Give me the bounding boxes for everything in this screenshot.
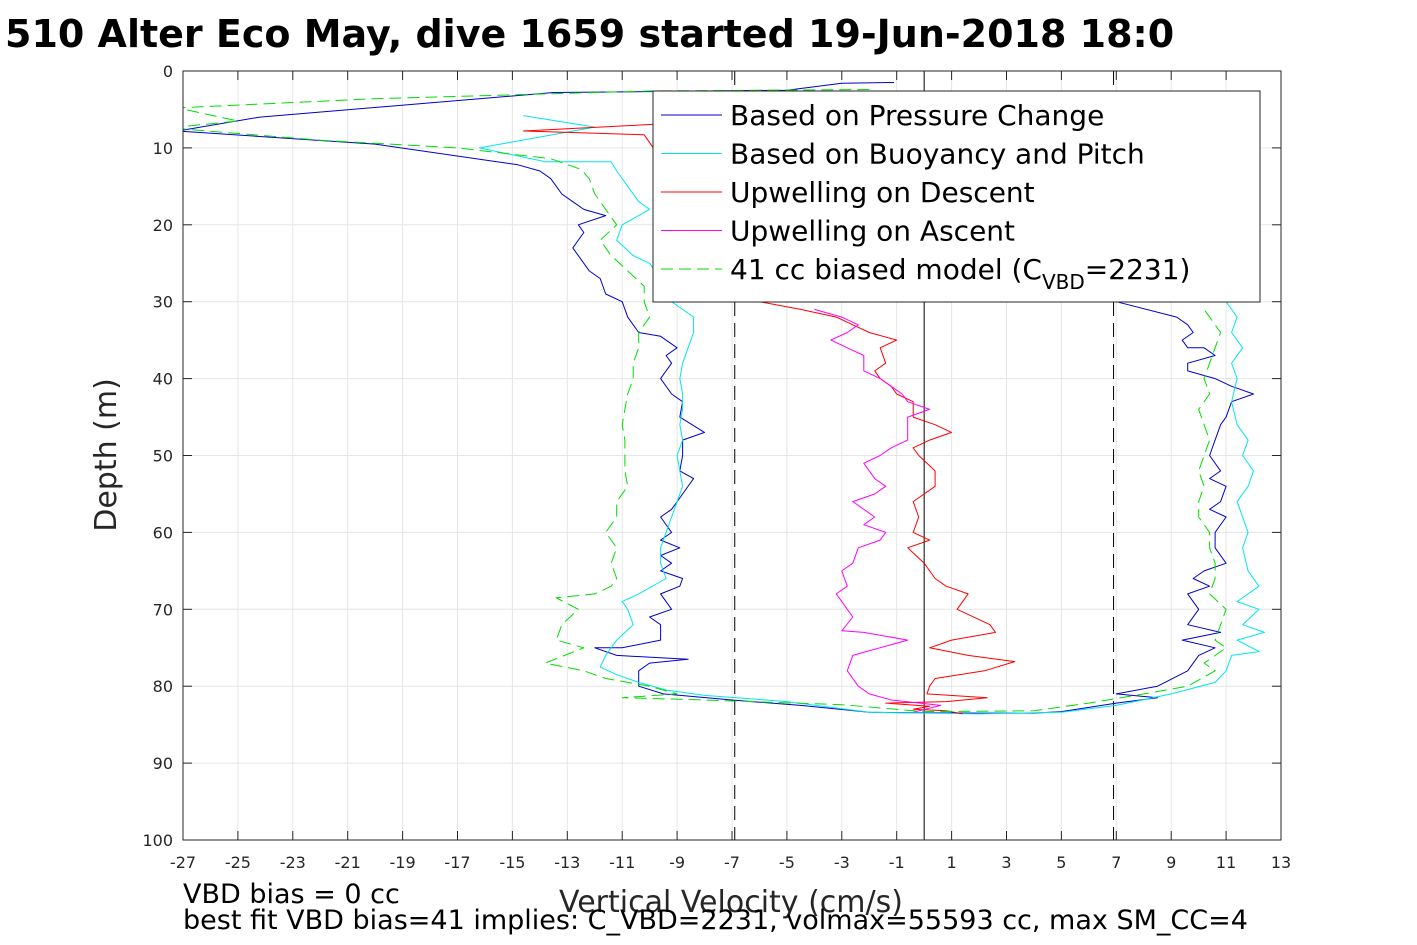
- x-tick-label: -11: [609, 853, 635, 872]
- series-line-1: [183, 82, 1254, 714]
- y-axis: 0 10 20 30 40 50 60 70 80 90 100: [142, 62, 1281, 850]
- y-tick-label: 60: [153, 523, 173, 542]
- x-tick-label: -3: [834, 853, 850, 872]
- annotation-best-fit: best fit VBD bias=41 implies: C_VBD=2231…: [183, 905, 1248, 936]
- x-tick-label: 7: [1111, 853, 1121, 872]
- x-axis: -27 -25 -23 -21 -19 -17 -15 -13 -11 -9 -7 -5 -3 -1 1 3 5…: [170, 71, 1291, 872]
- chart-title: 510 Alter Eco May, dive 1659 started 19-…: [5, 12, 1174, 56]
- x-tick-label: 5: [1056, 853, 1066, 872]
- x-axis-label: Vertical Velocity (cm/s): [559, 885, 903, 920]
- legend-entry-4: Upwelling on Ascent: [730, 215, 1015, 248]
- x-tick-label: 11: [1216, 853, 1236, 872]
- series-line-3: [522, 112, 1016, 715]
- x-tick-label: -13: [554, 853, 580, 872]
- series-line-5: [183, 89, 1227, 713]
- y-tick-label: 40: [153, 370, 173, 389]
- y-tick-label: 10: [153, 139, 173, 158]
- legend-entry-label: Based on Buoyancy and Pitch: [730, 138, 1145, 171]
- series-line-4: [814, 308, 942, 713]
- legend-entry-subscript: VBD: [1042, 270, 1085, 294]
- x-tick-label: -25: [225, 853, 251, 872]
- x-tick-label: -21: [335, 853, 361, 872]
- x-tick-label: -23: [280, 853, 306, 872]
- y-axis-label: Depth (m): [89, 378, 124, 532]
- y-tick-label: 90: [153, 754, 173, 773]
- legend-entry-3: Upwelling on Descent: [730, 176, 1035, 209]
- x-tick-label: 3: [1001, 853, 1011, 872]
- x-tick-label: 13: [1271, 853, 1291, 872]
- legend-entry-2: Based on Buoyancy and Pitch: [730, 138, 1145, 171]
- x-tick-label: -1: [889, 853, 905, 872]
- y-tick-label: 0: [163, 62, 173, 81]
- legend-entry-1: Based on Pressure Change: [730, 99, 1104, 132]
- legend-entry-5: 41 cc biased model (CVBD=2231): [730, 253, 1190, 294]
- x-tick-label: -27: [170, 853, 196, 872]
- legend-box: [652, 90, 1261, 303]
- y-tick-label: 70: [153, 600, 173, 619]
- x-tick-label: -9: [669, 853, 685, 872]
- legend: Based on Pressure Change Based on Buoyanc…: [652, 90, 1261, 303]
- y-tick-label: 50: [153, 447, 173, 466]
- y-tick-label: 100: [142, 831, 173, 850]
- legend-entry-label: Upwelling on Descent: [730, 176, 1035, 209]
- legend-entry-label: Based on Pressure Change: [730, 99, 1104, 132]
- legend-entry-label: Upwelling on Ascent: [730, 215, 1015, 248]
- x-tick-label: -7: [724, 853, 740, 872]
- annotation-vbd-bias: VBD bias = 0 cc: [183, 879, 400, 910]
- y-tick-label: 30: [153, 293, 173, 312]
- x-tick-label: -15: [499, 853, 525, 872]
- x-tick-label: -5: [779, 853, 795, 872]
- x-tick-label: 1: [947, 853, 957, 872]
- x-tick-label: -19: [390, 853, 416, 872]
- x-tick-label: 9: [1166, 853, 1176, 872]
- y-tick-label: 80: [153, 677, 173, 696]
- legend-entry-suffix: =2231): [1085, 253, 1191, 286]
- x-tick-label: -17: [444, 853, 470, 872]
- y-tick-label: 20: [153, 216, 173, 235]
- legend-entry-label: 41 cc biased model (C: [730, 253, 1042, 286]
